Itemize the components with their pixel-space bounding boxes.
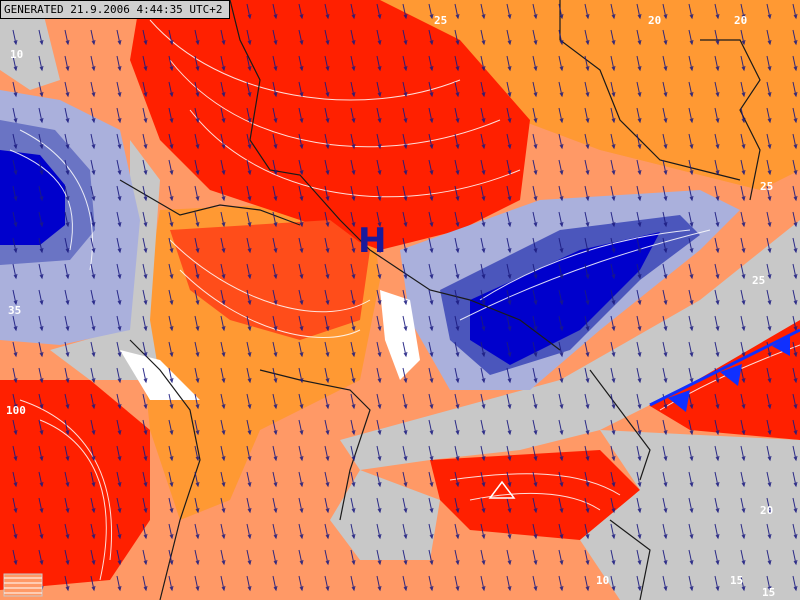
contour-label: 10: [596, 574, 609, 587]
contour-label: 15: [730, 574, 743, 587]
contour-label: 35: [8, 304, 21, 317]
contour-label: 20: [734, 14, 747, 27]
contour-label: 10: [10, 48, 23, 61]
contour-label: 100: [6, 404, 26, 417]
cold-front: [649, 328, 800, 412]
contour-label: 15: [762, 586, 775, 599]
generated-timestamp: GENERATED 21.9.2006 4:44:35 UTC+2: [0, 0, 230, 19]
high-pressure-label: H: [358, 221, 386, 261]
triangle-marker: [488, 480, 516, 499]
contour-label: 20: [760, 504, 773, 517]
contour-label: 25: [752, 274, 765, 287]
contour-label: 25: [760, 180, 773, 193]
legend-swatch: [3, 573, 43, 597]
contour-label: 20: [648, 14, 661, 27]
contour-label: 25: [434, 14, 447, 27]
